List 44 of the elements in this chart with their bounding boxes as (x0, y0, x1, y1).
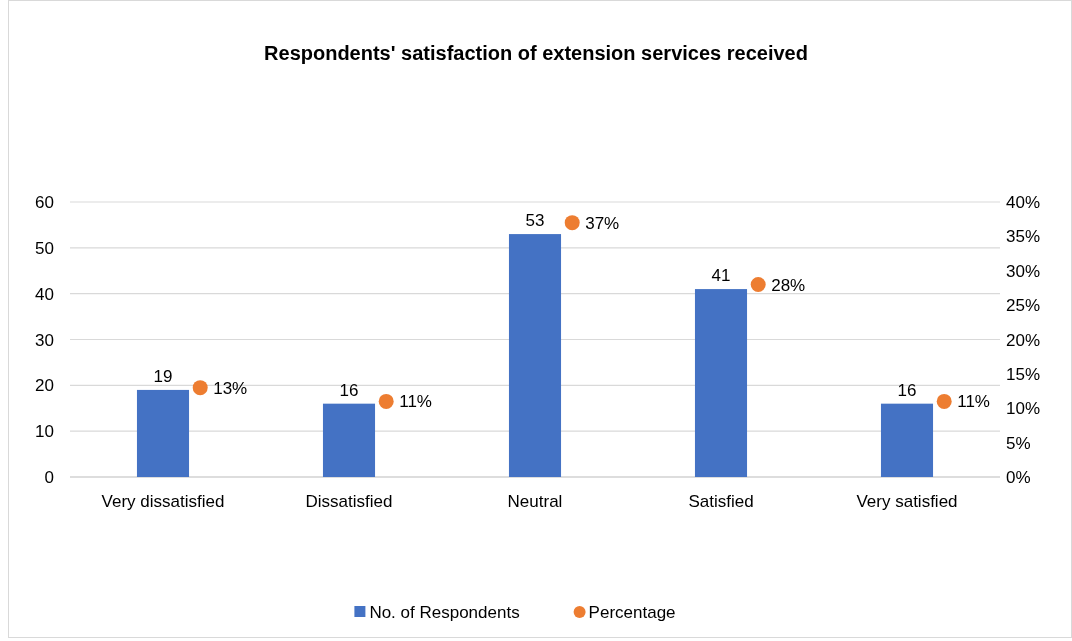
point (378, 393, 394, 409)
y2-tick-label: 40% (1006, 193, 1041, 212)
y2-tick-label: 0% (1006, 468, 1031, 487)
x-tick-label: Dissatisfied (305, 492, 393, 511)
legend-label: No. of Respondents (369, 603, 520, 622)
y2-tick-label: 35% (1006, 227, 1041, 247)
y2-tick-label: 15% (1006, 364, 1041, 384)
y-tick-label: 40 (35, 284, 54, 304)
bar (880, 403, 934, 477)
data-label: 13% (213, 378, 248, 398)
data-label: 19 (153, 366, 173, 386)
data-label: 28% (771, 275, 806, 295)
y2-tick-label: 10% (1006, 399, 1041, 419)
data-label: 53 (525, 211, 545, 231)
y-tick-label: 10 (35, 422, 54, 442)
y-tick-label: 30 (35, 330, 54, 350)
y-tick-label: 60 (35, 193, 54, 212)
data-label: 37% (585, 213, 620, 233)
y2-tick-label: 30% (1006, 261, 1041, 281)
point (564, 215, 580, 231)
y-tick-label: 20 (35, 376, 54, 396)
legend-label: Percentage (588, 603, 676, 622)
x-tick-label: Very satisfied (856, 492, 958, 511)
y-tick-label: 0 (44, 468, 54, 487)
chart-title: Respondents' satisfaction of extension services received (264, 42, 808, 64)
y-tick-label: 50 (35, 238, 54, 258)
data-label: 11% (399, 392, 432, 412)
data-label: 16 (897, 380, 917, 400)
x-tick-label: Very dissatisfied (101, 492, 225, 511)
x-tick-label: Neutral (507, 492, 563, 511)
bar (322, 403, 376, 477)
bar (694, 289, 748, 477)
data-label: 41 (711, 266, 731, 286)
y2-tick-label: 25% (1006, 296, 1041, 316)
data-label: 11% (957, 392, 990, 412)
bar (136, 389, 190, 477)
point (750, 277, 766, 292)
bar (508, 234, 562, 477)
y2-tick-label: 5% (1006, 433, 1031, 453)
point (936, 393, 952, 409)
data-label: 16 (339, 380, 359, 400)
point (192, 380, 208, 396)
x-tick-label: Satisfied (688, 492, 754, 511)
y2-tick-label: 20% (1006, 330, 1041, 350)
